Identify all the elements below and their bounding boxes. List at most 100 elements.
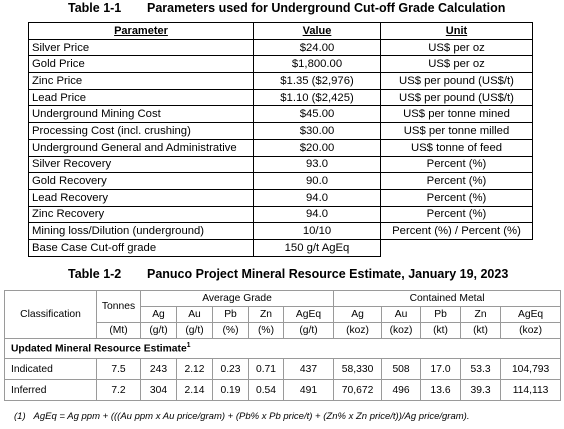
- table-cell: $45.00: [253, 105, 381, 124]
- column-header: AgEq: [500, 306, 562, 323]
- unit-cell: (kt): [420, 322, 462, 339]
- table-cell: US$ per tonne mined: [380, 105, 533, 124]
- table-cell: US$ per pound (US$/t): [380, 88, 533, 107]
- table-row: Lead Recovery 94.0 Percent (%): [28, 188, 533, 207]
- value-cell: 491: [282, 379, 335, 401]
- table-row: Silver Recovery 93.0 Percent (%): [28, 155, 533, 174]
- table-cell: 94.0: [253, 205, 381, 224]
- column-header: Pb: [212, 306, 249, 323]
- table-cell: US$ per oz: [380, 55, 533, 74]
- table-cell: Lead Price: [28, 88, 254, 107]
- table-cell: $30.00: [253, 122, 381, 140]
- table-row: Zinc Recovery 94.0 Percent (%): [28, 205, 533, 224]
- table-row: Indicated 7.5 243 2.12 0.23 0.71 437 58,330 508 1…: [4, 358, 562, 380]
- table-title: Parameters used for Underground Cut-off …: [147, 1, 506, 15]
- section-text: Updated Mineral Resource Estimate: [11, 343, 187, 355]
- value-cell: 70,672: [333, 379, 383, 401]
- table-cell: Mining loss/Dilution (underground): [28, 222, 254, 240]
- table-cell: US$ per pound (US$/t): [380, 72, 533, 90]
- table-cell: $24.00: [253, 38, 381, 57]
- footnote-text: AgEq = Ag ppm + (((Au ppm x Au price/gra…: [33, 411, 470, 422]
- group-header: Average Grade: [139, 290, 335, 307]
- table-cell: US$ per oz: [380, 38, 533, 57]
- table-caption: Table 1-2 Panuco Project Mineral Resource…: [68, 267, 508, 281]
- unit-cell: (kt): [460, 322, 502, 339]
- parameters-table: Parameter Value Unit Silver Price $24.00 US$ …: [28, 22, 533, 257]
- table-cell: Percent (%): [380, 172, 533, 190]
- unit-cell: (g/t): [176, 322, 213, 339]
- section-cell: Updated Mineral Resource Estimate1: [3, 338, 562, 359]
- column-header: Au: [381, 306, 422, 323]
- column-header: Ag: [140, 306, 177, 323]
- column-header: Pb: [420, 306, 462, 323]
- table-cell: Percent (%): [380, 155, 533, 174]
- empty-cell: [381, 239, 533, 256]
- table-cell: Underground Mining Cost: [28, 105, 254, 124]
- table-row: Gold Recovery 90.0 Percent (%): [28, 172, 533, 190]
- header-row: Parameter Value Unit: [28, 22, 533, 40]
- table-cell: $1.10 ($2,425): [253, 88, 381, 107]
- value-cell: 508: [381, 358, 422, 380]
- table-cell: $1,800.00: [253, 55, 381, 74]
- header-row: Classification Tonnes Average Grade Contain…: [4, 290, 562, 339]
- value-cell: 114,113: [500, 379, 562, 401]
- table-cell: Percent (%) / Percent (%): [380, 222, 533, 240]
- value-cell: 496: [381, 379, 422, 401]
- value-cell: 437: [282, 358, 335, 380]
- column-header: Au: [176, 306, 213, 323]
- value-cell: 0.71: [248, 358, 284, 380]
- table-caption: Table 1-1 Parameters used for Underground…: [68, 1, 505, 15]
- value-cell: 0.19: [212, 379, 249, 401]
- column-header: Classification: [4, 290, 97, 339]
- column-header: Parameter: [28, 22, 254, 40]
- unit-cell: (koz): [500, 322, 562, 339]
- table-cell: 10/10: [253, 222, 381, 240]
- value-cell: 104,793: [500, 358, 562, 380]
- table-cell: Silver Price: [28, 38, 254, 57]
- classification-cell: Indicated: [4, 358, 97, 380]
- table-cell: Percent (%): [380, 188, 533, 207]
- column-header: Value: [253, 22, 381, 40]
- unit-cell: (koz): [381, 322, 422, 339]
- footnote: (1) AgEq = Ag ppm + (((Au ppm x Au price…: [14, 411, 469, 422]
- table-cell: Gold Recovery: [28, 172, 254, 190]
- table-cell: 90.0: [253, 172, 381, 190]
- value-cell: 2.14: [176, 379, 213, 401]
- table-cell: Gold Price: [28, 55, 254, 74]
- value-cell: 17.0: [420, 358, 462, 380]
- column-header: Tonnes: [96, 290, 141, 323]
- table-row: Mining loss/Dilution (underground) 10/10 P…: [28, 222, 533, 240]
- table-cell: Percent (%): [380, 205, 533, 224]
- table-cell: 150 g/t AgEq: [253, 238, 381, 257]
- table-cell: Lead Recovery: [28, 188, 254, 207]
- value-cell: 7.2: [96, 379, 141, 401]
- table-row: Lead Price $1.10 ($2,425) US$ per pound (U…: [28, 88, 533, 107]
- table-label: Table 1-1: [68, 1, 122, 15]
- table-row: Underground General and Administrative $2…: [28, 138, 533, 157]
- section-row: Updated Mineral Resource Estimate1: [3, 338, 562, 359]
- value-cell: 243: [140, 358, 177, 380]
- table-cell: Zinc Price: [28, 72, 254, 90]
- unit-cell: (g/t): [282, 322, 335, 339]
- table-row: Inferred 7.2 304 2.14 0.19 0.54 491 70,672 496 13…: [4, 379, 562, 401]
- unit-cell: (%): [248, 322, 284, 339]
- table-row: Processing Cost (incl. crushing) $30.00 US…: [28, 122, 533, 140]
- value-cell: 2.12: [176, 358, 213, 380]
- unit-cell: (koz): [333, 322, 383, 339]
- table-row: Underground Mining Cost $45.00 US$ per ton…: [28, 105, 533, 124]
- column-header: Unit: [380, 22, 533, 40]
- section-superscript: 1: [186, 342, 191, 350]
- value-cell: 0.54: [248, 379, 284, 401]
- value-cell: 39.3: [460, 379, 502, 401]
- group-header: Contained Metal: [333, 290, 562, 307]
- resource-table: Classification Tonnes Average Grade Contain…: [3, 290, 562, 401]
- value-cell: 304: [140, 379, 177, 401]
- column-header: Ag: [333, 306, 383, 323]
- value-cell: 0.23: [212, 358, 249, 380]
- table-cell: Base Case Cut-off grade: [28, 238, 254, 257]
- table-cell: Zinc Recovery: [28, 205, 254, 224]
- table-cell: 93.0: [253, 155, 381, 174]
- table-cell: Silver Recovery: [28, 155, 254, 174]
- value-cell: 58,330: [333, 358, 383, 380]
